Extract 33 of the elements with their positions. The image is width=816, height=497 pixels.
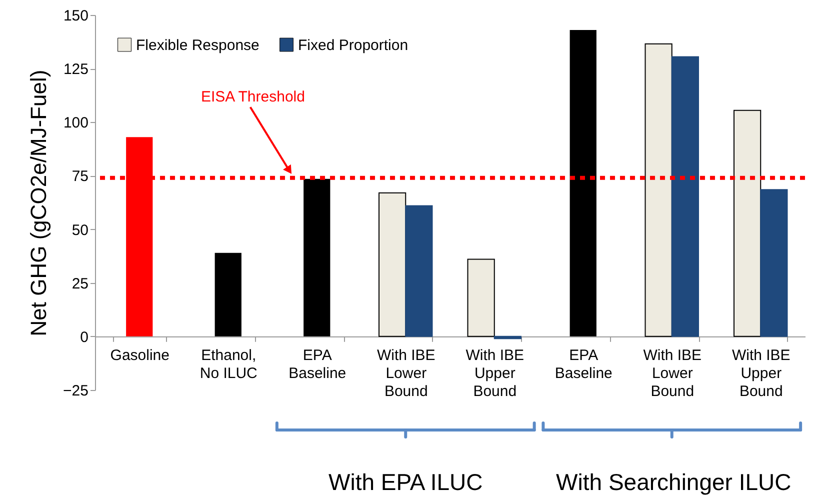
text: With Searchinger ILUC — [556, 469, 792, 495]
y-tick-label: 100 — [63, 114, 88, 132]
bar — [734, 110, 762, 337]
bar — [644, 43, 672, 337]
x-tick-label: With IBE Upper Bound — [466, 346, 524, 400]
legend-label: Flexible Response — [136, 36, 260, 54]
bar — [494, 336, 522, 340]
ref-line-label: EISA Threshold — [201, 88, 305, 106]
text: With EPA ILUC — [328, 469, 483, 495]
x-tick-label: Gasoline — [110, 346, 170, 364]
y-tick-label: 75 — [72, 168, 88, 186]
y-tick-label: 25 — [72, 275, 88, 292]
bar — [760, 189, 788, 337]
y-tick-label: 50 — [72, 222, 88, 239]
x-tick-label: With IBE Upper Bound — [732, 346, 790, 400]
y-tick-label: 150 — [63, 8, 88, 24]
y-tick-label: 0 — [80, 328, 88, 346]
x-tick-label: With IBE Lower Bound — [376, 346, 436, 400]
bar — [671, 56, 699, 337]
x-tick-label: With IBE Lower Bound — [643, 346, 702, 400]
bar — [405, 205, 433, 337]
bar — [467, 258, 495, 337]
bar — [378, 192, 406, 337]
y-tick-label: −25 — [63, 382, 88, 400]
bar — [570, 30, 596, 336]
x-tick-label: EPA Baseline — [288, 346, 346, 382]
x-tick-label: Ethanol, No ILUC — [200, 346, 258, 382]
legend-label: Fixed Proportion — [298, 36, 408, 54]
x-tick-label: EPA Baseline — [554, 346, 612, 382]
y-tick-label: 125 — [63, 61, 88, 78]
y-axis-title: Net GHG (gCO2e/MJ-Fuel) — [26, 70, 52, 336]
bar — [304, 178, 330, 336]
bar — [214, 252, 242, 336]
